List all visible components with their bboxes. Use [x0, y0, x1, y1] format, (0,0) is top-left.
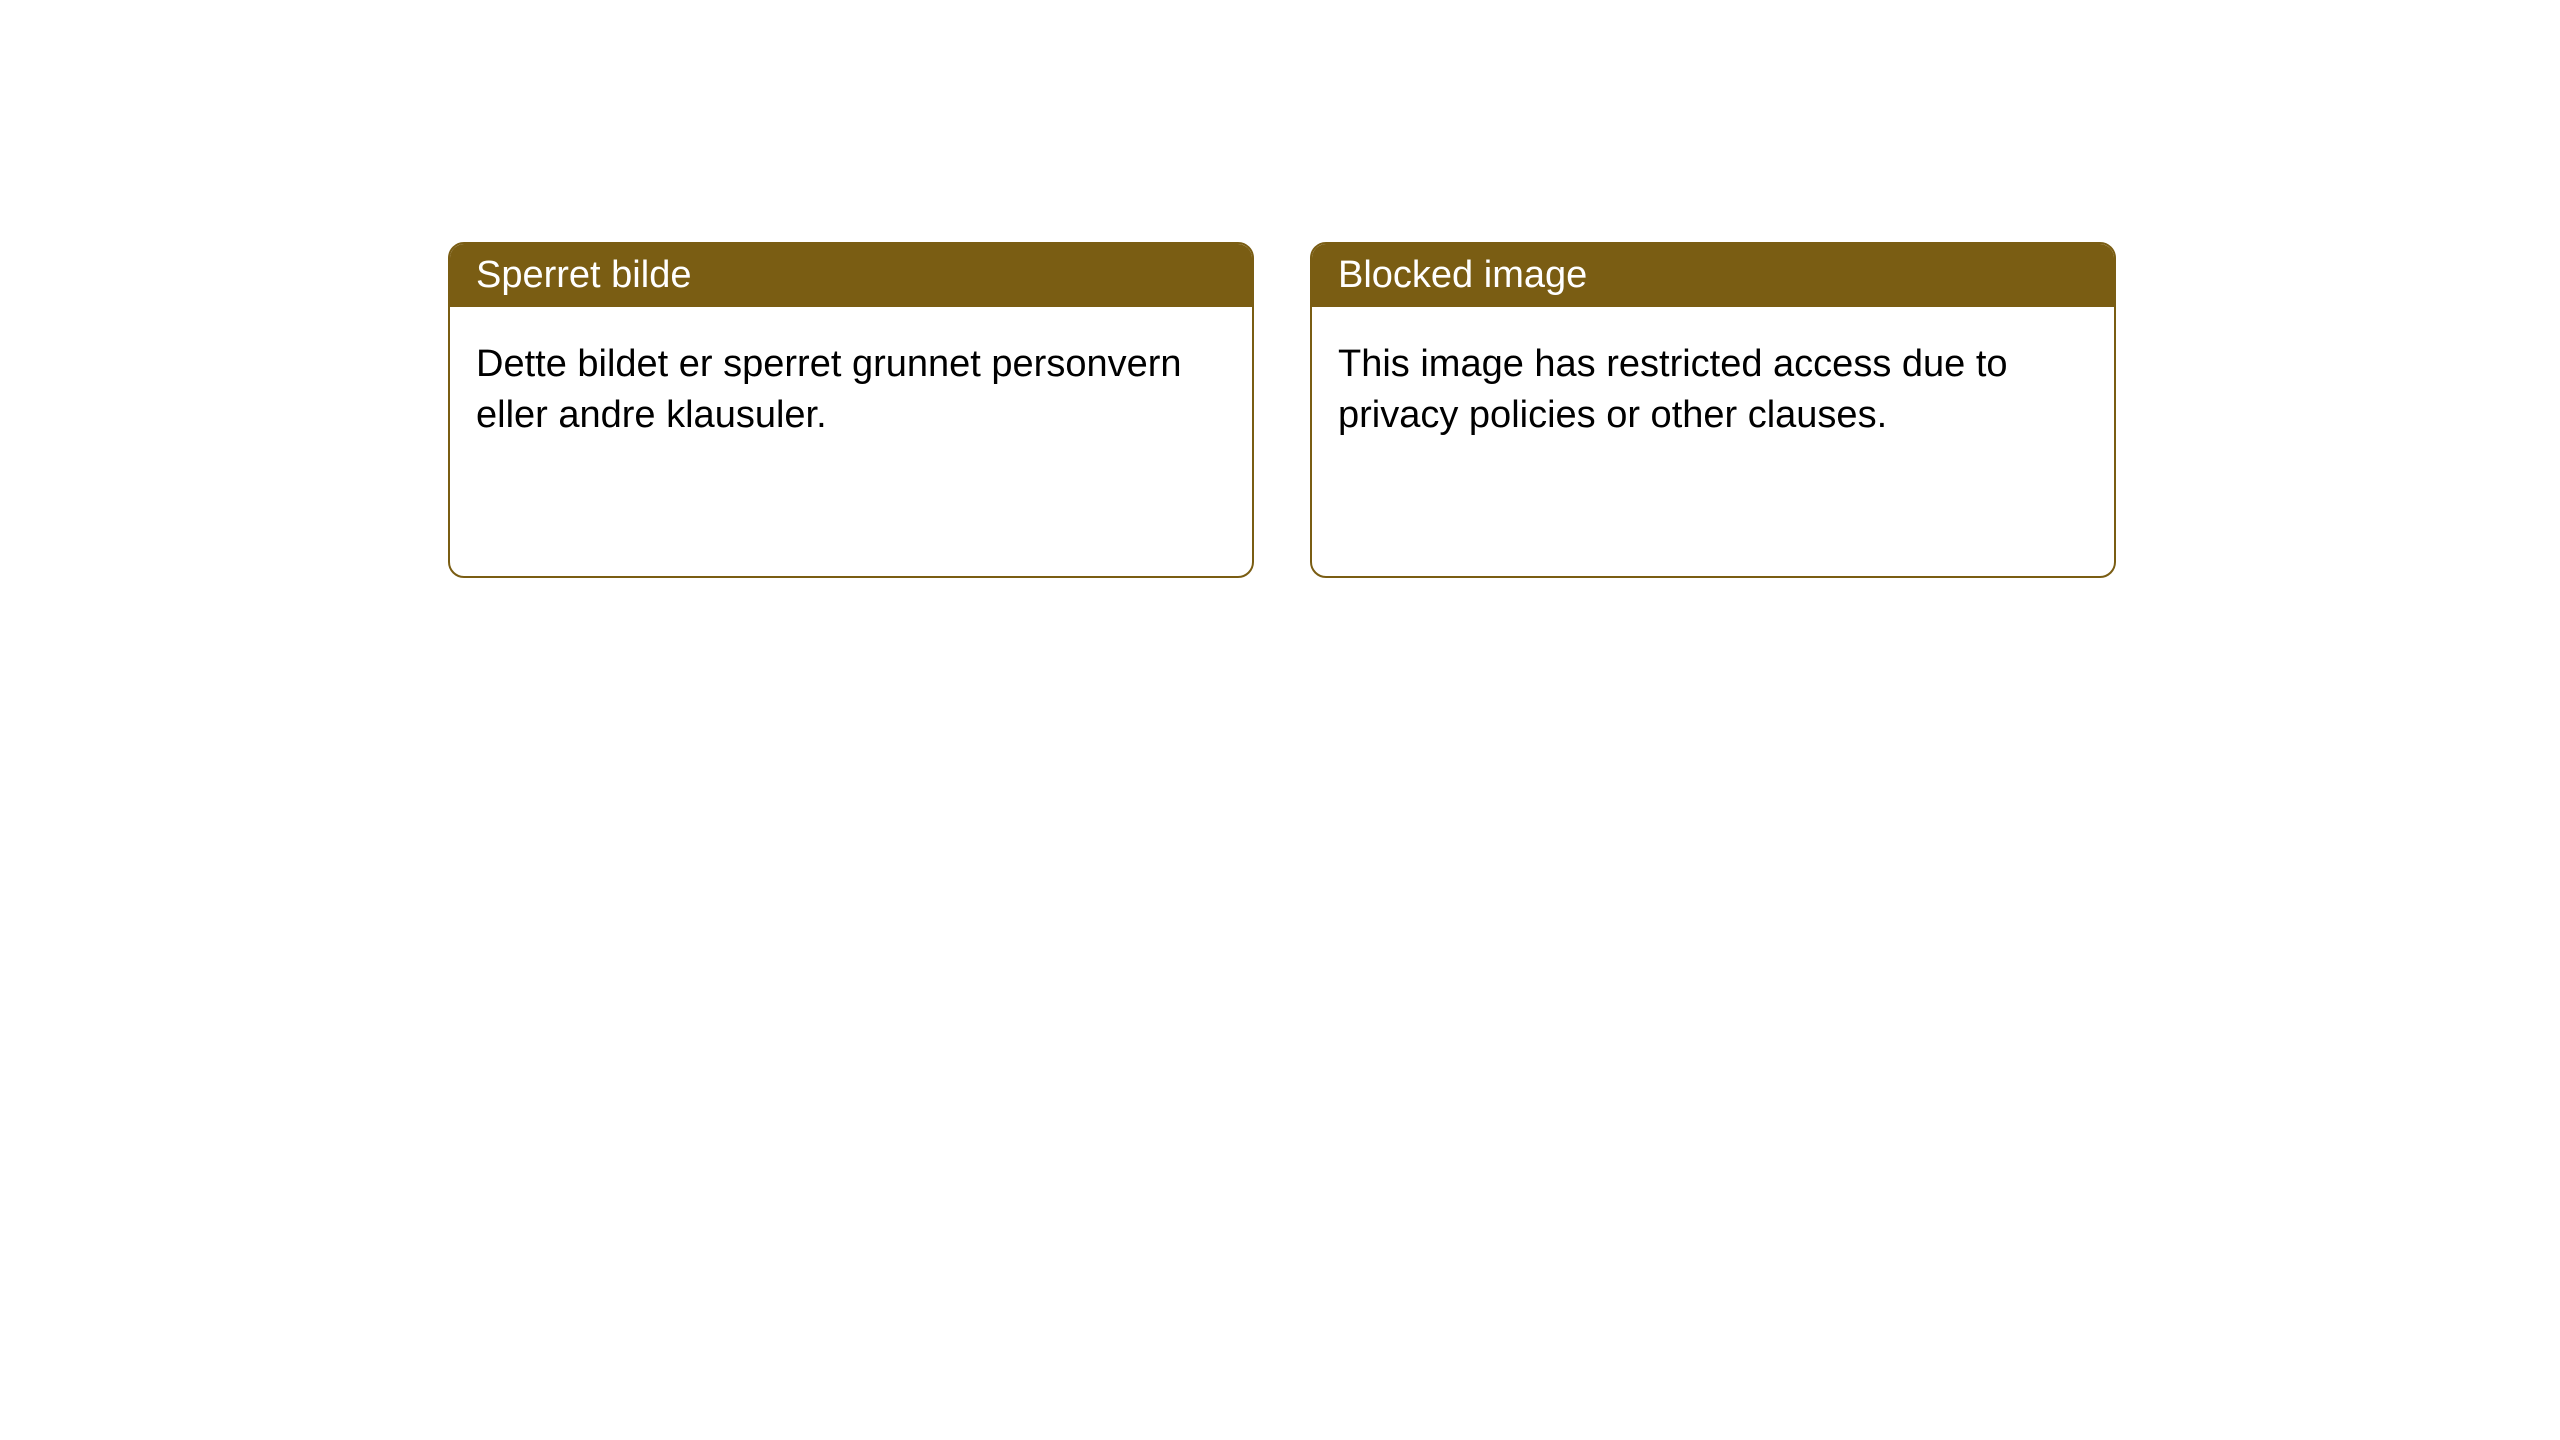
notice-card-norwegian: Sperret bilde Dette bildet er sperret gr… — [448, 242, 1254, 578]
notice-container: Sperret bilde Dette bildet er sperret gr… — [0, 0, 2560, 578]
card-body-english: This image has restricted access due to … — [1312, 307, 2114, 474]
card-body-norwegian: Dette bildet er sperret grunnet personve… — [450, 307, 1252, 474]
notice-card-english: Blocked image This image has restricted … — [1310, 242, 2116, 578]
card-header-norwegian: Sperret bilde — [450, 244, 1252, 307]
card-header-english: Blocked image — [1312, 244, 2114, 307]
